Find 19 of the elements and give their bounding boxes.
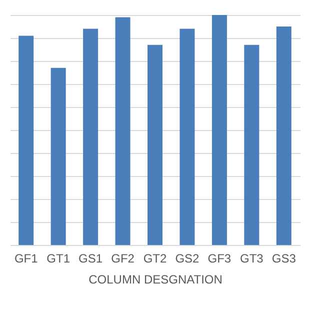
bar — [18, 36, 34, 245]
x-tick-label: GT3 — [240, 252, 264, 266]
x-tick-label: GF2 — [111, 252, 135, 266]
bar — [244, 44, 260, 245]
bar — [50, 68, 66, 245]
x-tick-label: GT1 — [46, 252, 70, 266]
bar — [115, 17, 130, 245]
x-tick-label: GF1 — [14, 252, 38, 266]
x-tick-label: GS3 — [272, 252, 296, 266]
bar — [83, 28, 98, 245]
bar — [148, 44, 162, 245]
x-tick-label: GT2 — [143, 252, 167, 266]
x-tick-label: GS1 — [78, 252, 103, 266]
x-axis-title: COLUMN DESGNATION — [88, 272, 222, 286]
bar — [276, 26, 292, 245]
bar — [212, 15, 227, 245]
x-tick-label: GS2 — [175, 252, 200, 266]
x-tick-label: GF3 — [208, 252, 232, 266]
bar — [180, 28, 195, 245]
